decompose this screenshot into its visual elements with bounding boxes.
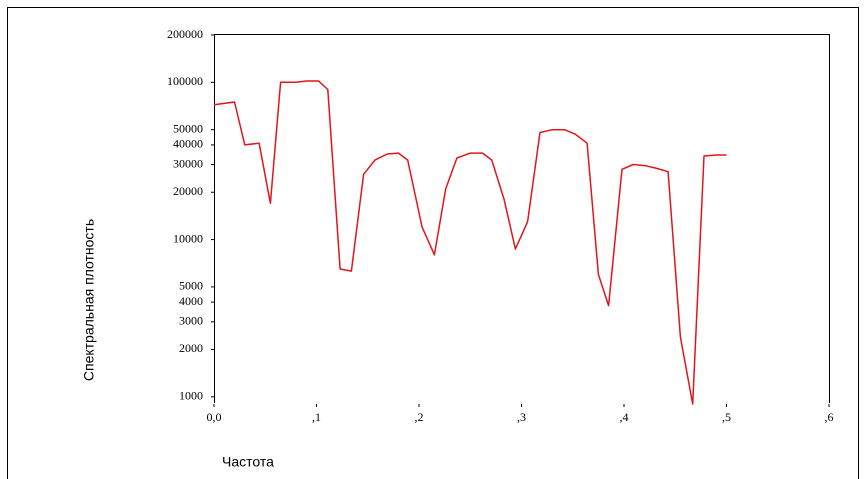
frame [7, 7, 859, 479]
y-tick-label: 4000 [179, 294, 203, 308]
x-axis-title: Частота [222, 454, 274, 470]
x-tick-label: ,3 [517, 410, 526, 424]
y-tick-label: 100000 [167, 74, 203, 88]
x-tick-label: ,6 [825, 410, 834, 424]
x-tick-label: 0,0 [207, 410, 222, 424]
y-axis-title: Спектральная плотность [81, 219, 97, 381]
y-tick-label: 5000 [179, 279, 203, 293]
x-tick-label: ,5 [722, 410, 731, 424]
y-tick-label: 1000 [179, 389, 203, 403]
plot-frame [214, 34, 830, 403]
y-tick-label: 3000 [179, 314, 203, 328]
y-tick-label: 40000 [173, 137, 203, 151]
x-tick-label: ,2 [415, 410, 424, 424]
x-tick-label: ,1 [312, 410, 321, 424]
y-tick-label: 20000 [173, 184, 203, 198]
x-tick-label: ,4 [620, 410, 629, 424]
y-tick-label: 200000 [167, 27, 203, 41]
y-tick-label: 2000 [179, 341, 203, 355]
y-tick-label: 10000 [173, 231, 203, 245]
y-tick-label: 50000 [173, 121, 203, 135]
y-tick-label: 30000 [173, 156, 203, 170]
data-line [213, 80, 727, 405]
